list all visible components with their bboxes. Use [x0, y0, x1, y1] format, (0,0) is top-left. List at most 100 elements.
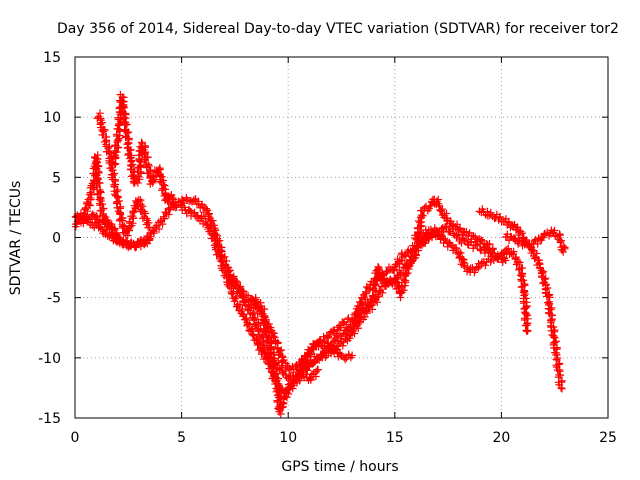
data-point-s7 [230, 297, 239, 305]
data-point-s7 [197, 214, 206, 222]
plot-frame [74, 56, 609, 419]
data-point-s10 [401, 272, 409, 280]
data-point-s15 [507, 233, 516, 241]
data-point-s14 [553, 354, 562, 362]
data-point-s14 [547, 326, 556, 335]
data-point-s10 [369, 292, 378, 301]
data-point-s11 [471, 241, 480, 249]
data-point-s14 [543, 292, 551, 301]
data-point-s7 [284, 385, 293, 394]
data-point-s4 [116, 209, 124, 218]
data-point-s9 [267, 342, 276, 351]
data-point-s1 [92, 157, 101, 165]
data-point-s13 [413, 233, 422, 242]
data-point-s5 [129, 160, 137, 169]
data-point-s13 [441, 236, 450, 244]
data-point-s11 [369, 280, 377, 288]
data-point-s11 [395, 257, 404, 266]
data-point-s11 [442, 223, 451, 231]
data-point-s12 [447, 217, 455, 225]
data-point-s11 [351, 315, 359, 324]
data-point-s15 [559, 248, 568, 256]
data-point-s5 [122, 132, 130, 141]
data-point-s13 [456, 253, 464, 261]
data-point-s15 [556, 237, 565, 245]
data-point-s8 [273, 345, 282, 353]
data-point-s7 [277, 410, 285, 418]
data-point-s5 [118, 107, 127, 116]
data-point-s9 [292, 374, 301, 383]
data-point-s10 [403, 263, 412, 272]
data-point-s7 [254, 339, 262, 347]
data-point-s10 [361, 308, 369, 316]
data-point-s5 [157, 178, 166, 187]
x-tick-label: 10 [279, 430, 297, 446]
data-point-s14 [558, 384, 566, 393]
data-point-s7 [180, 203, 188, 212]
data-point-s10 [365, 302, 373, 311]
data-point-s6 [171, 201, 179, 210]
data-point-s1 [81, 204, 90, 212]
data-point-s5 [120, 113, 128, 122]
data-point-s5 [127, 165, 135, 174]
y-tick-label: -10 [38, 351, 61, 367]
data-point-s7 [273, 379, 281, 388]
data-point-s7 [182, 209, 191, 218]
data-point-s13 [517, 275, 526, 284]
data-point-s12 [469, 232, 478, 240]
data-point-s5 [140, 148, 149, 157]
data-point-s4 [101, 126, 109, 134]
data-point-s3 [92, 212, 101, 220]
data-point-s5 [120, 103, 129, 112]
data-point-s9 [345, 334, 354, 343]
data-point-s6 [191, 196, 200, 204]
data-point-s15 [518, 241, 527, 250]
data-point-s9 [260, 305, 269, 313]
data-point-s14 [509, 221, 517, 230]
data-point-s5 [149, 173, 158, 181]
data-point-s1 [94, 189, 102, 198]
data-point-s8 [225, 270, 234, 279]
data-point-s11 [398, 249, 406, 257]
data-point-s6 [145, 236, 153, 245]
data-point-s4 [110, 169, 119, 178]
data-point-s10 [355, 310, 364, 318]
data-point-s1 [86, 201, 94, 210]
data-point-s11 [382, 269, 391, 277]
data-point-s5 [142, 162, 151, 170]
data-point-s7 [228, 290, 237, 298]
data-point-s4 [105, 142, 114, 151]
data-point-s14 [478, 205, 487, 213]
data-point-s5 [124, 128, 133, 136]
data-point-s1 [93, 183, 102, 191]
data-point-s5 [154, 166, 163, 174]
data-point-s8 [274, 351, 283, 359]
data-point-s15 [510, 234, 519, 242]
y-tick-label: 0 [52, 231, 61, 247]
x-axis-label: GPS time / hours [281, 459, 398, 475]
data-point-s13 [518, 282, 527, 291]
data-point-s10 [396, 293, 405, 302]
data-point-s4 [135, 195, 143, 204]
data-point-s4 [96, 109, 104, 117]
data-point-s7 [314, 366, 322, 374]
data-point-s5 [108, 158, 117, 167]
y-tick-label: -15 [38, 411, 61, 427]
data-point-s8 [227, 276, 236, 284]
chart-title: Day 356 of 2014, Sidereal Day-to-day VTE… [57, 21, 619, 37]
data-point-s9 [262, 333, 271, 341]
data-point-s13 [429, 228, 437, 236]
data-point-s12 [437, 207, 446, 215]
y-axis-label: SDTVAR / TECUs [8, 181, 24, 296]
data-point-s8 [277, 346, 286, 354]
data-point-s7 [243, 320, 252, 329]
data-point-s10 [367, 297, 375, 306]
data-point-s5 [141, 142, 149, 150]
x-axis-ticks: 0 5 10 15 20 25 [71, 57, 617, 446]
data-point-s2 [102, 226, 111, 234]
data-point-s14 [549, 331, 558, 340]
data-point-s13 [523, 326, 532, 335]
data-point-s7 [239, 310, 248, 319]
data-point-s5 [123, 120, 131, 129]
